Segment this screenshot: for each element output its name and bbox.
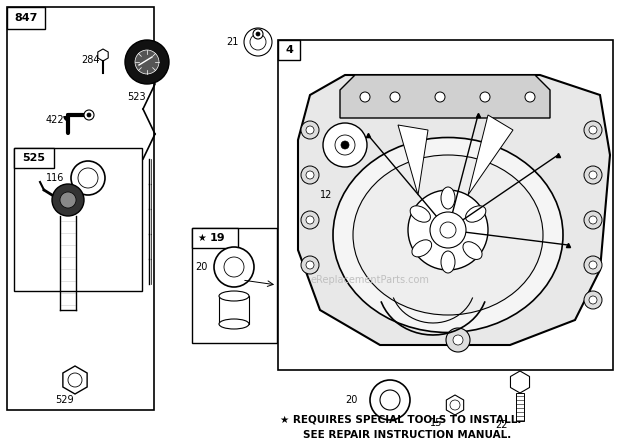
Text: 19: 19 xyxy=(210,233,226,243)
Circle shape xyxy=(450,400,460,410)
Ellipse shape xyxy=(333,137,563,333)
Circle shape xyxy=(306,126,314,134)
FancyBboxPatch shape xyxy=(192,228,238,248)
Circle shape xyxy=(435,92,445,102)
Ellipse shape xyxy=(466,206,486,222)
Circle shape xyxy=(301,211,319,229)
Text: 284: 284 xyxy=(81,55,99,65)
Circle shape xyxy=(244,28,272,56)
Circle shape xyxy=(224,257,244,277)
Polygon shape xyxy=(63,366,87,394)
Circle shape xyxy=(584,256,602,274)
Text: 847: 847 xyxy=(14,13,38,23)
Ellipse shape xyxy=(441,251,455,273)
Text: 422: 422 xyxy=(46,115,64,125)
Circle shape xyxy=(301,166,319,184)
Ellipse shape xyxy=(219,319,249,329)
Circle shape xyxy=(306,216,314,224)
Polygon shape xyxy=(98,49,108,61)
Circle shape xyxy=(250,34,266,50)
Circle shape xyxy=(301,256,319,274)
Circle shape xyxy=(253,29,263,39)
Ellipse shape xyxy=(410,206,430,222)
Ellipse shape xyxy=(353,155,543,315)
Text: 525: 525 xyxy=(22,153,45,163)
Text: SEE REPAIR INSTRUCTION MANUAL.: SEE REPAIR INSTRUCTION MANUAL. xyxy=(303,430,512,440)
Circle shape xyxy=(589,296,597,304)
Text: eReplacementParts.com: eReplacementParts.com xyxy=(311,275,430,285)
Polygon shape xyxy=(340,75,550,118)
Circle shape xyxy=(440,222,456,238)
Text: 116: 116 xyxy=(46,173,64,183)
FancyBboxPatch shape xyxy=(516,393,524,421)
Circle shape xyxy=(480,92,490,102)
Polygon shape xyxy=(510,371,529,393)
Text: ★ REQUIRES SPECIAL TOOLS TO INSTALL.: ★ REQUIRES SPECIAL TOOLS TO INSTALL. xyxy=(280,415,521,425)
Circle shape xyxy=(584,166,602,184)
Circle shape xyxy=(341,141,349,149)
FancyBboxPatch shape xyxy=(7,7,154,410)
Text: ★: ★ xyxy=(197,233,206,243)
Ellipse shape xyxy=(219,291,249,301)
Circle shape xyxy=(584,121,602,139)
Circle shape xyxy=(360,92,370,102)
Circle shape xyxy=(525,92,535,102)
Circle shape xyxy=(60,192,76,208)
Ellipse shape xyxy=(412,240,432,257)
FancyBboxPatch shape xyxy=(278,40,300,60)
Circle shape xyxy=(301,121,319,139)
Text: 20: 20 xyxy=(195,262,207,272)
Circle shape xyxy=(335,135,355,155)
Polygon shape xyxy=(398,125,428,195)
Circle shape xyxy=(370,380,410,420)
FancyBboxPatch shape xyxy=(278,40,613,370)
Circle shape xyxy=(380,390,400,410)
Circle shape xyxy=(390,92,400,102)
Circle shape xyxy=(589,261,597,269)
Text: 12: 12 xyxy=(320,190,332,200)
Circle shape xyxy=(453,335,463,345)
FancyBboxPatch shape xyxy=(14,148,142,291)
Circle shape xyxy=(78,168,98,188)
Circle shape xyxy=(430,212,466,248)
Circle shape xyxy=(306,261,314,269)
Text: 529: 529 xyxy=(55,395,74,405)
Circle shape xyxy=(125,40,169,84)
Circle shape xyxy=(323,123,367,167)
Text: 4: 4 xyxy=(285,45,293,55)
Ellipse shape xyxy=(441,187,455,209)
Circle shape xyxy=(256,32,260,36)
Polygon shape xyxy=(468,115,513,195)
Polygon shape xyxy=(298,75,610,345)
Circle shape xyxy=(446,328,470,352)
Circle shape xyxy=(84,110,94,120)
Text: 22: 22 xyxy=(495,420,508,430)
Circle shape xyxy=(408,190,488,270)
Ellipse shape xyxy=(463,242,482,260)
Circle shape xyxy=(589,126,597,134)
Text: 523: 523 xyxy=(127,92,146,102)
Circle shape xyxy=(589,216,597,224)
Text: 20: 20 xyxy=(345,395,357,405)
Circle shape xyxy=(135,50,159,74)
FancyBboxPatch shape xyxy=(14,148,54,168)
FancyBboxPatch shape xyxy=(192,228,277,343)
Circle shape xyxy=(306,171,314,179)
Text: 21: 21 xyxy=(226,37,238,47)
Polygon shape xyxy=(446,395,464,415)
Circle shape xyxy=(87,113,91,117)
Circle shape xyxy=(214,247,254,287)
Circle shape xyxy=(584,291,602,309)
Circle shape xyxy=(589,171,597,179)
Circle shape xyxy=(584,211,602,229)
FancyBboxPatch shape xyxy=(7,7,45,29)
Circle shape xyxy=(68,373,82,387)
Circle shape xyxy=(71,161,105,195)
FancyBboxPatch shape xyxy=(219,296,249,324)
Text: 15: 15 xyxy=(430,418,443,428)
Circle shape xyxy=(52,184,84,216)
